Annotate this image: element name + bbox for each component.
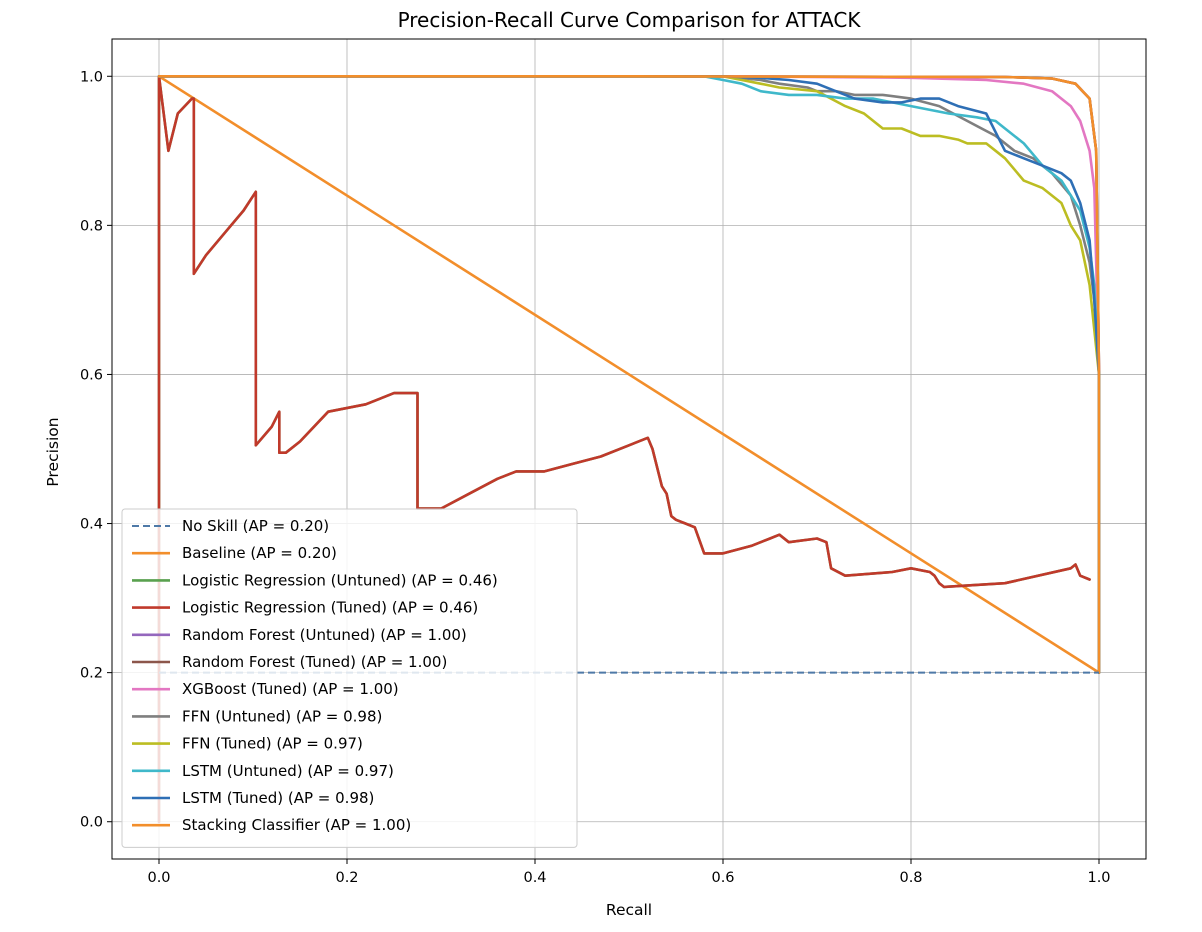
legend-label: Random Forest (Untuned) (AP = 1.00) xyxy=(182,626,467,644)
y-tick-label: 0.4 xyxy=(80,517,103,533)
series-line-ffn-tuned xyxy=(157,75,1101,674)
legend-label: FFN (Untuned) (AP = 0.98) xyxy=(182,707,382,725)
y-axis-label: Precision xyxy=(44,417,62,486)
legend-box xyxy=(121,508,578,848)
series-line-logistic-regression-tuned xyxy=(157,75,1091,824)
x-tick-label: 0.8 xyxy=(899,870,922,886)
y-tick-label: 0.6 xyxy=(80,367,103,383)
legend-label: Baseline (AP = 0.20) xyxy=(182,544,337,562)
series-line-lstm-untuned xyxy=(157,75,1101,674)
x-tick-label: 1.0 xyxy=(1087,870,1110,886)
legend-label: LSTM (Untuned) (AP = 0.97) xyxy=(182,762,394,780)
legend-label: LSTM (Tuned) (AP = 0.98) xyxy=(182,789,374,807)
x-axis-label: Recall xyxy=(606,901,652,919)
legend-label: Stacking Classifier (AP = 1.00) xyxy=(182,816,411,834)
series-line-lstm-tuned xyxy=(157,75,1101,674)
y-tick-label: 0.8 xyxy=(80,218,103,234)
series-line-stacking-classifier xyxy=(157,75,1101,674)
legend-label: XGBoost (Tuned) (AP = 1.00) xyxy=(182,680,399,698)
axis-ticks: 0.0 0.2 0.4 0.6 0.8 1.0 0.0 0.2 0.4 0.6 0.8 1.0 xyxy=(80,69,1111,886)
x-tick-label: 0.6 xyxy=(711,870,734,886)
y-tick-label: 0.0 xyxy=(80,815,103,831)
y-tick-label: 1.0 xyxy=(80,69,103,85)
x-tick-label: 0.2 xyxy=(335,870,358,886)
plot-frame xyxy=(111,38,1147,860)
legend-label: FFN (Tuned) (AP = 0.97) xyxy=(182,735,363,753)
legend-label: Logistic Regression (Tuned) (AP = 0.46) xyxy=(182,599,478,617)
series-line-baseline xyxy=(157,75,1101,674)
x-tick-label: 0.0 xyxy=(147,870,170,886)
x-tick-label: 0.4 xyxy=(523,870,546,886)
y-tick-label: 0.2 xyxy=(80,666,103,682)
legend: No Skill (AP = 0.20) Baseline (AP = 0.20)… xyxy=(121,508,578,848)
legend-label: No Skill (AP = 0.20) xyxy=(182,517,329,535)
legend-label: Logistic Regression (Untuned) (AP = 0.46… xyxy=(182,571,498,589)
chart-title: Precision-Recall Curve Comparison for AT… xyxy=(398,8,862,32)
legend-label: Random Forest (Tuned) (AP = 1.00) xyxy=(182,653,447,671)
